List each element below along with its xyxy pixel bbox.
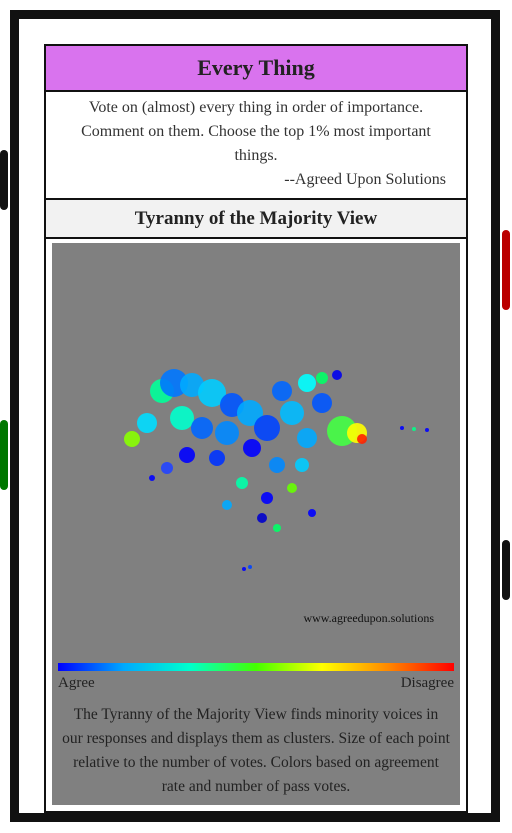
cluster-point	[209, 450, 225, 466]
cluster-point	[161, 462, 173, 474]
signature: --Agreed Upon Solutions	[284, 171, 446, 188]
cluster-point	[273, 524, 281, 532]
cluster-point	[149, 475, 155, 481]
cluster-plot	[124, 369, 429, 571]
cluster-point	[357, 434, 367, 444]
cluster-point	[198, 379, 226, 407]
cluster-point	[332, 370, 342, 380]
cluster-point	[254, 415, 280, 441]
cluster-point	[179, 447, 195, 463]
decoration	[0, 150, 8, 210]
note: The Tyranny of the Majority View finds m…	[62, 706, 450, 795]
cluster-point	[124, 431, 140, 447]
decoration	[502, 540, 510, 600]
decoration	[0, 420, 8, 490]
section-title: Tyranny of the Majority View	[46, 200, 466, 239]
scale-left-label: Agree	[58, 675, 95, 691]
cluster-point	[269, 457, 285, 473]
cluster-point	[242, 567, 246, 571]
cluster-point	[237, 400, 263, 426]
cluster-point	[295, 458, 309, 472]
decoration	[502, 230, 510, 310]
cluster-point	[287, 483, 297, 493]
cluster-point	[160, 369, 188, 397]
cluster-point	[297, 428, 317, 448]
cluster-point	[312, 393, 332, 413]
cluster-point	[243, 439, 261, 457]
cluster-point	[280, 401, 304, 425]
cluster-point	[316, 372, 328, 384]
cluster-point	[308, 509, 316, 517]
scale-right-label: Disagree	[400, 675, 454, 691]
cluster-point	[412, 427, 416, 431]
cluster-point	[222, 500, 232, 510]
cluster-point	[191, 417, 213, 439]
cluster-point	[257, 513, 267, 523]
cluster-point	[261, 492, 273, 504]
site-url: www.agreedupon.solutions	[303, 611, 434, 625]
cluster-point	[425, 428, 429, 432]
cluster-panel: www.agreedupon.solutions Agree Disagree …	[52, 243, 460, 805]
description: Vote on (almost) every thing in order of…	[81, 99, 431, 164]
title: Every Thing	[46, 46, 466, 92]
cluster-point	[248, 565, 252, 569]
cluster-point	[137, 413, 157, 433]
card: Every Thing Vote on (almost) every thing…	[44, 44, 468, 813]
clusters	[124, 369, 429, 571]
cluster-point	[298, 374, 316, 392]
cluster-point	[170, 406, 194, 430]
description-box: Vote on (almost) every thing in order of…	[46, 92, 466, 200]
cluster-point	[236, 477, 248, 489]
color-scale	[58, 663, 454, 671]
cluster-point	[180, 373, 204, 397]
cluster-point	[400, 426, 404, 430]
cluster-point	[272, 381, 292, 401]
cluster-point	[215, 421, 239, 445]
